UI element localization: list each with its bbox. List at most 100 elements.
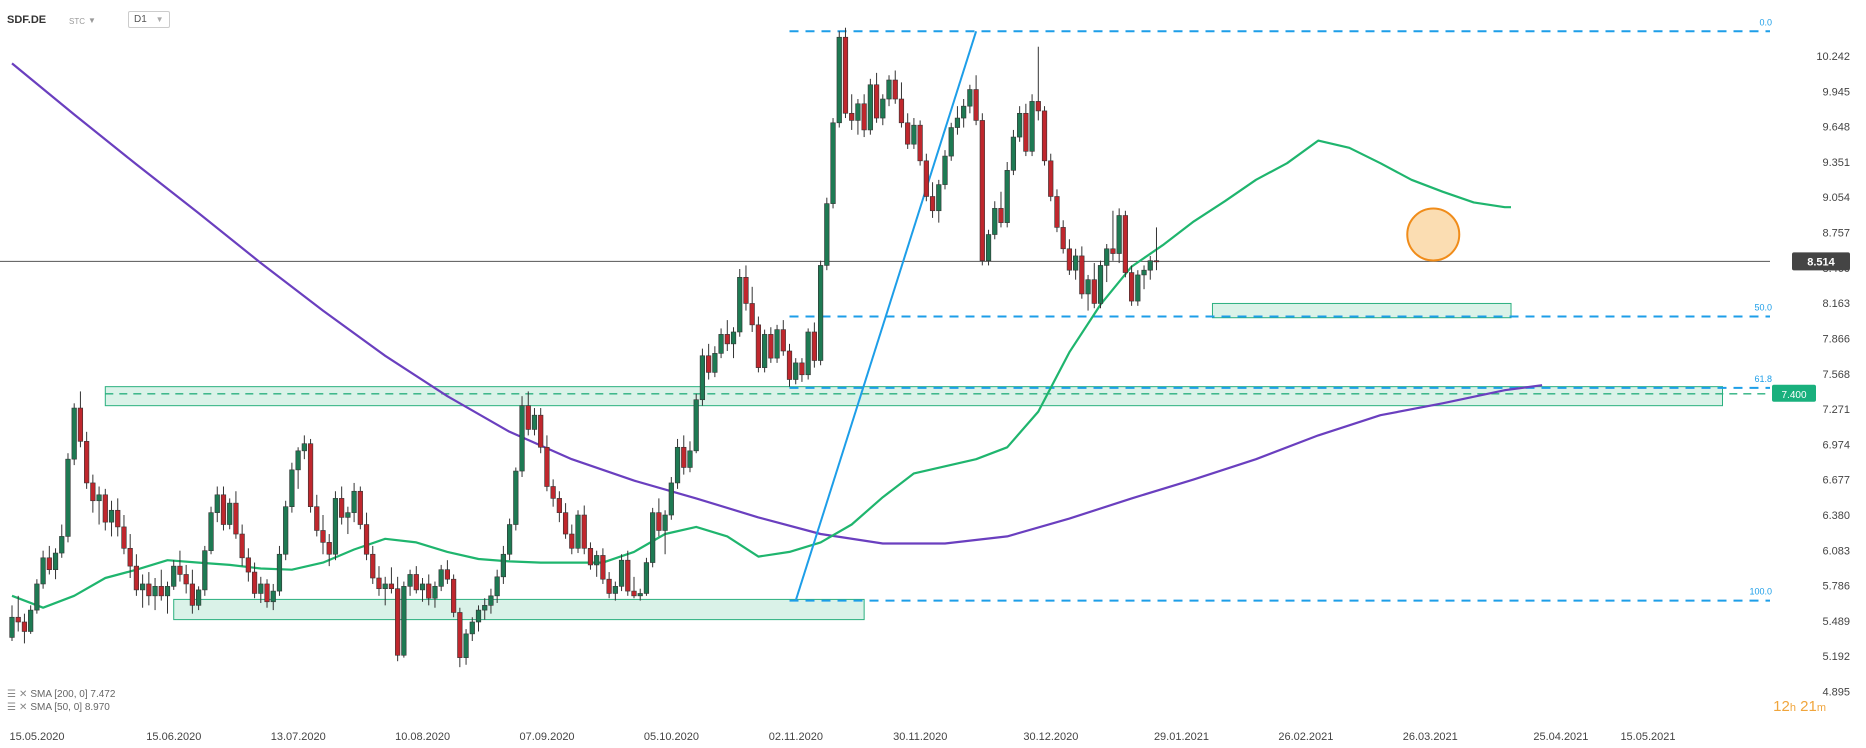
candle-body	[84, 441, 90, 484]
candle-body	[152, 586, 158, 597]
candle-body	[171, 565, 177, 587]
candle-body	[743, 277, 749, 304]
candle-body	[71, 407, 77, 460]
candle-body	[351, 490, 357, 513]
candle-body	[805, 331, 811, 376]
y-tick-label: 7.568	[1822, 369, 1850, 381]
y-tick-label: 6.677	[1822, 475, 1850, 487]
y-tick-label: 6.083	[1822, 545, 1850, 557]
y-tick-label: 9.945	[1822, 86, 1850, 98]
candle-body	[600, 555, 606, 580]
candle-body	[656, 512, 662, 531]
candle-body	[227, 502, 233, 525]
candle-body	[923, 160, 929, 197]
candle-body	[562, 512, 569, 535]
candle-body	[451, 578, 457, 613]
candle-body	[1141, 269, 1147, 276]
fib-label: 61.8	[1754, 374, 1772, 384]
x-tick-label: 15.05.2021	[1620, 731, 1675, 743]
candle-body	[500, 553, 506, 578]
countdown-minutes-unit: m	[1816, 702, 1826, 714]
candle-body	[363, 524, 370, 555]
close-icon[interactable]: ✕	[18, 702, 28, 713]
candle-body	[668, 482, 674, 516]
y-tick-label: 6.974	[1822, 439, 1850, 451]
candle-body	[457, 612, 463, 658]
candle-body	[1048, 160, 1054, 197]
candle-body	[295, 450, 301, 471]
candle-body	[289, 469, 295, 507]
candle-body	[283, 506, 289, 555]
candle-body	[1129, 272, 1135, 302]
candle-body	[1054, 196, 1060, 228]
settings-icon[interactable]: ☰	[7, 702, 16, 713]
x-tick-label: 30.12.2020	[1023, 731, 1078, 743]
candle-body	[737, 277, 743, 333]
candle-body	[1110, 248, 1116, 254]
candle-body	[370, 553, 376, 579]
candle-body	[681, 446, 687, 468]
candle-body	[581, 514, 587, 549]
candle-body	[1147, 260, 1153, 271]
candle-body	[332, 498, 339, 555]
candle-body	[413, 574, 419, 591]
candle-body	[357, 490, 363, 525]
source-dropdown-icon[interactable]: ▼	[88, 16, 96, 25]
candle-body	[519, 405, 525, 472]
candle-body	[730, 331, 737, 345]
candle-body	[817, 265, 824, 361]
candle-body	[419, 583, 426, 591]
candle-body	[1153, 260, 1160, 263]
settings-icon[interactable]: ☰	[7, 689, 16, 700]
close-icon[interactable]: ✕	[18, 689, 28, 700]
candle-body	[799, 362, 805, 376]
candle-body	[961, 105, 967, 119]
candle-body	[618, 559, 625, 587]
candle-body	[1029, 101, 1035, 152]
candle-body	[569, 533, 575, 549]
candle-body	[780, 329, 786, 352]
candle-body	[177, 565, 183, 575]
candle-body	[34, 583, 40, 611]
timeframe-value: D1	[134, 14, 147, 25]
candle-body	[239, 533, 245, 559]
candle-body	[973, 89, 979, 121]
candle-body	[28, 609, 34, 632]
candle-body	[936, 184, 942, 212]
symbol-label[interactable]: SDF.DE	[7, 14, 47, 26]
candle-body	[1097, 265, 1104, 304]
legend-sma50[interactable]: ☰ ✕ SMA [50, 0] 8.970	[7, 702, 110, 713]
candle-body	[1073, 255, 1079, 271]
candle-body	[538, 414, 544, 448]
candle-body	[855, 103, 861, 121]
candle-body	[339, 498, 345, 518]
fib-label: 100.0	[1749, 587, 1772, 597]
x-tick-label: 07.09.2020	[520, 731, 575, 743]
y-tick-label: 10.242	[1816, 51, 1850, 63]
legend-sma200[interactable]: ☰ ✕ SMA [200, 0] 7.472	[7, 689, 115, 700]
candle-body	[133, 565, 140, 591]
candle-body	[202, 550, 208, 591]
candle-countdown: 12h 21m	[1773, 698, 1826, 715]
x-tick-label: 15.05.2020	[9, 731, 64, 743]
candle-body	[1122, 215, 1128, 273]
candle-body	[276, 553, 283, 592]
candle-body	[979, 120, 985, 261]
candle-body	[811, 331, 817, 361]
candle-body	[196, 589, 202, 606]
candle-body	[108, 509, 115, 523]
candle-body	[258, 583, 264, 594]
current-price-tag	[1792, 252, 1850, 271]
candle-body	[612, 586, 618, 594]
candle-body	[77, 407, 84, 442]
candle-body	[46, 557, 52, 570]
x-tick-label: 13.07.2020	[271, 731, 326, 743]
candle-body	[967, 89, 973, 107]
x-tick-label: 26.02.2021	[1278, 731, 1333, 743]
candle-body	[998, 208, 1004, 223]
candle-body	[718, 334, 724, 354]
candle-body	[1023, 112, 1029, 152]
timeframe-select[interactable]: D1 ▼	[128, 11, 170, 28]
candle-body	[407, 574, 413, 587]
